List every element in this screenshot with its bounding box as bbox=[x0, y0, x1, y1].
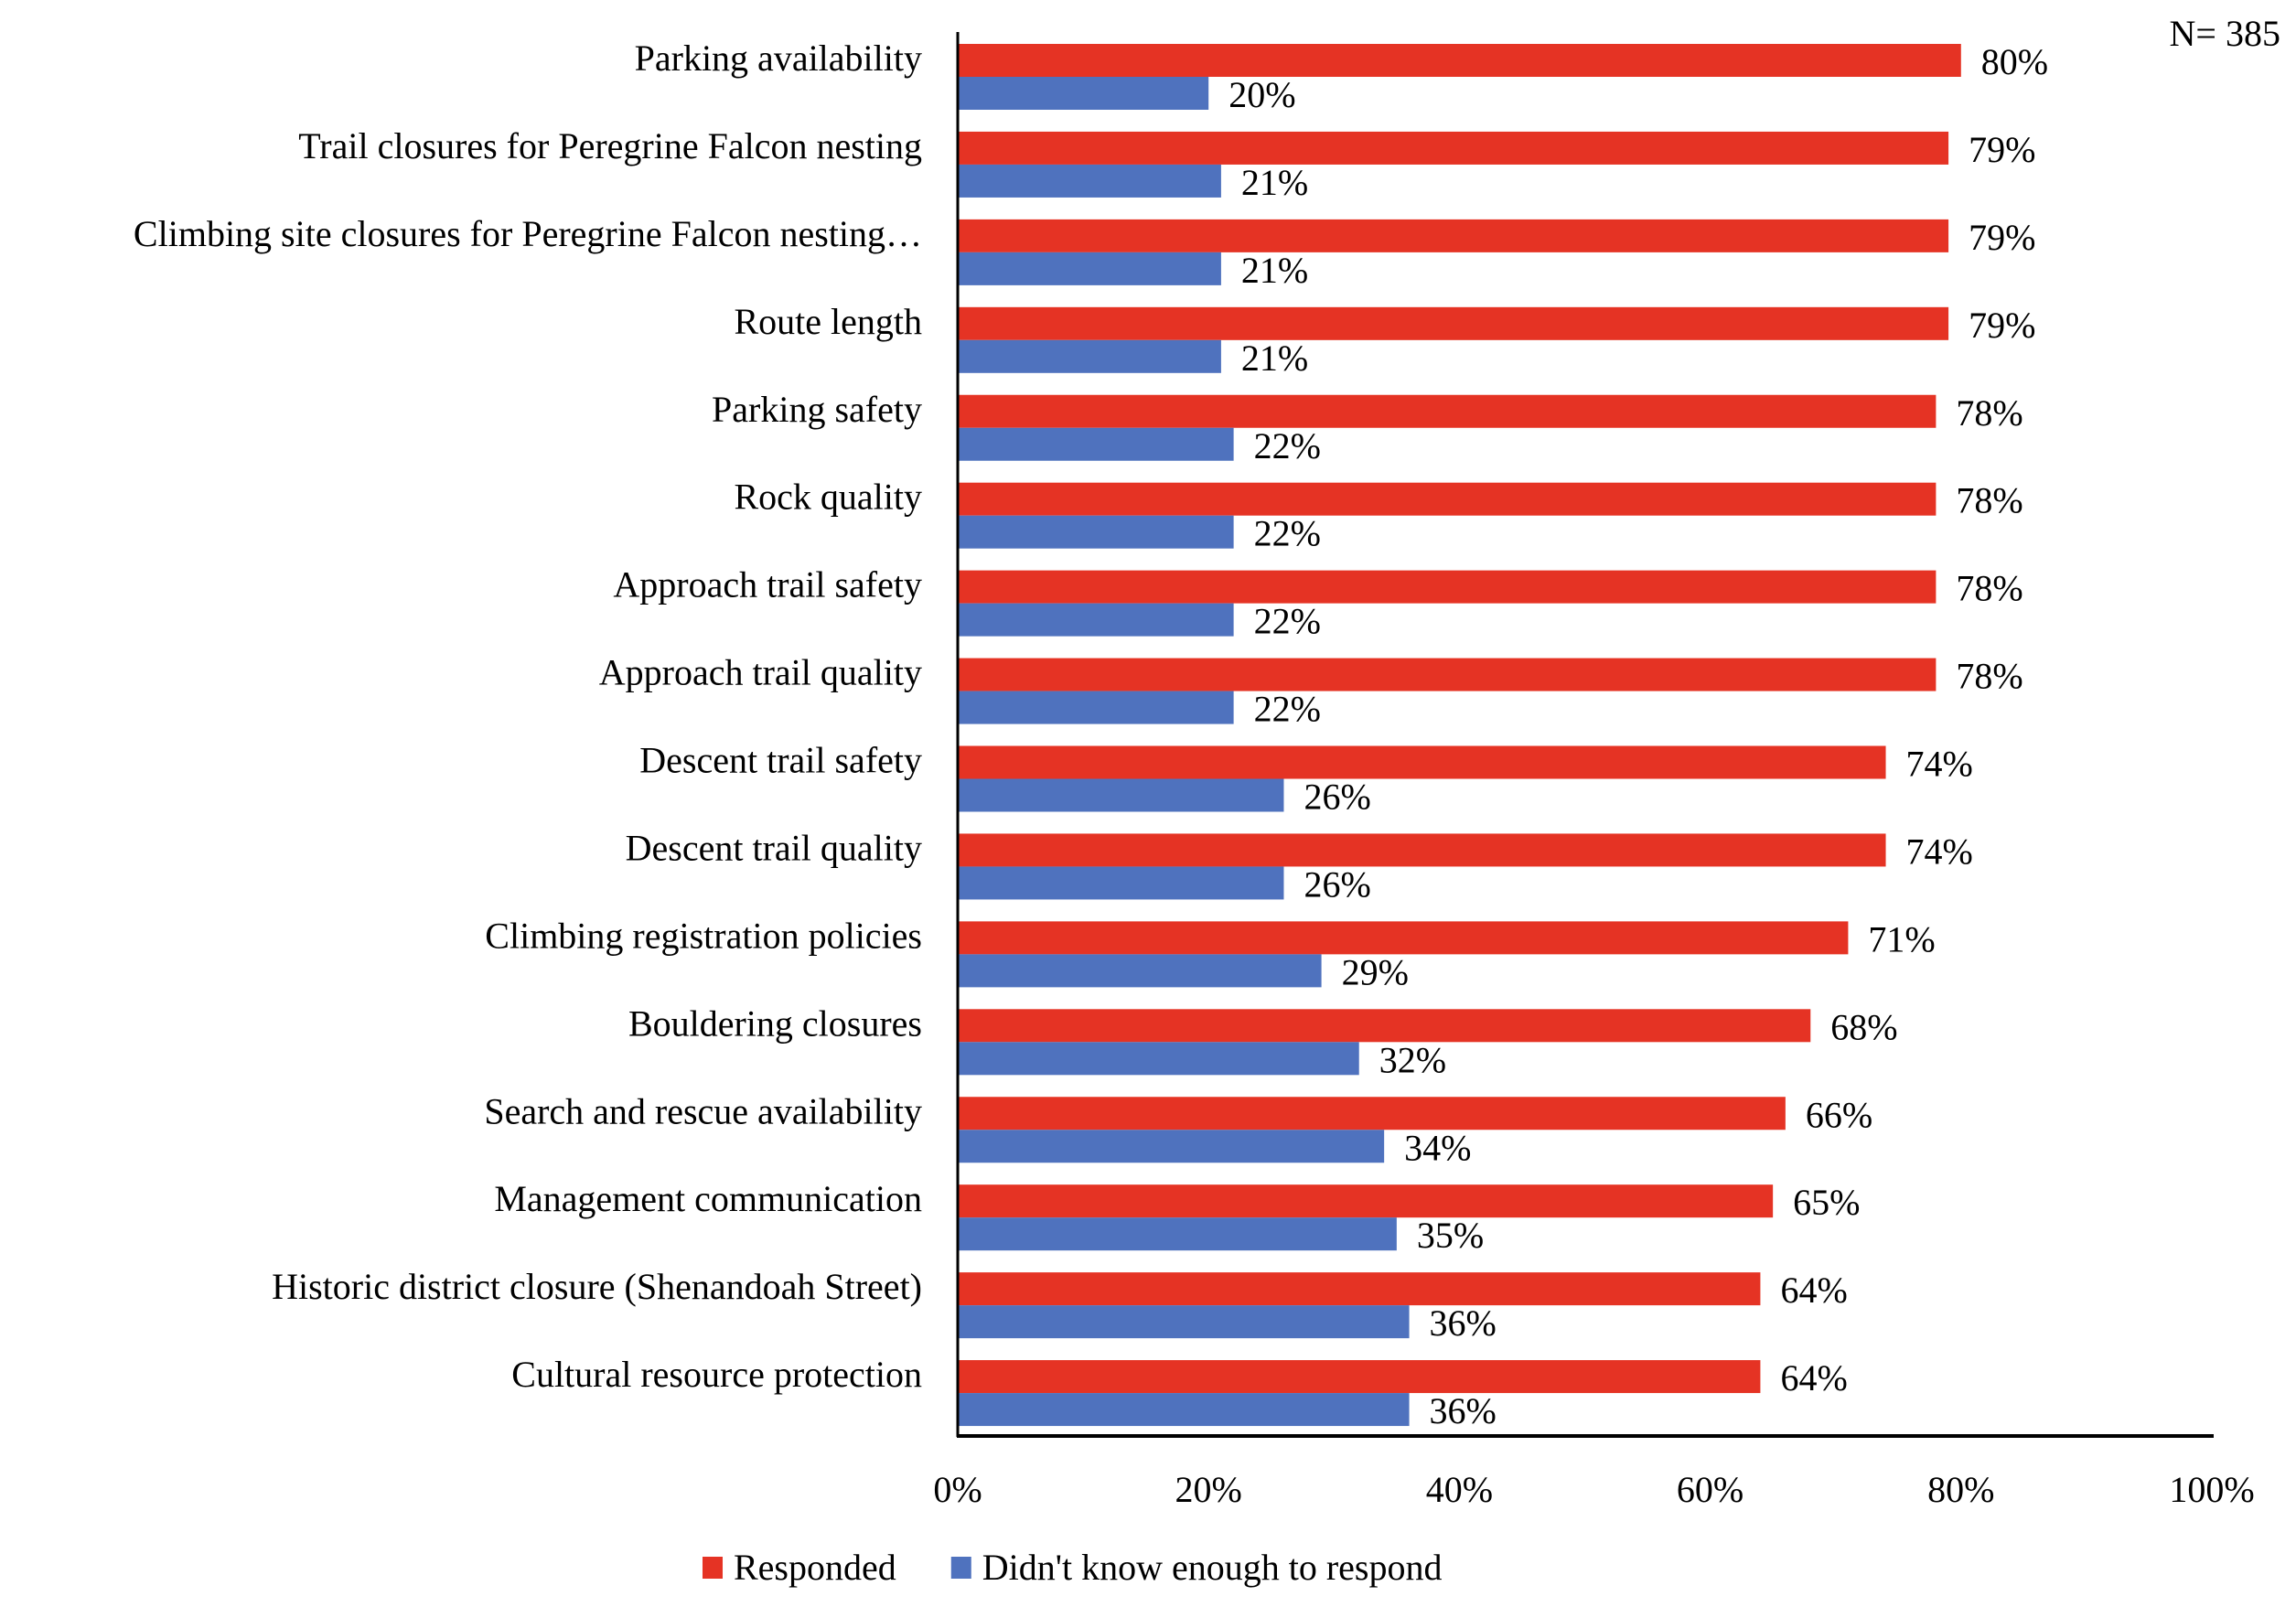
bar-responded bbox=[958, 219, 1949, 252]
bar-didnt-know bbox=[958, 1305, 1410, 1339]
category-label: Management communication bbox=[494, 1178, 922, 1219]
data-label: 64% bbox=[1780, 1270, 1847, 1311]
bar-responded bbox=[958, 1360, 1761, 1394]
bar-didnt-know bbox=[958, 691, 1234, 724]
data-label: 66% bbox=[1806, 1094, 1872, 1135]
data-label: 35% bbox=[1417, 1215, 1484, 1256]
legend: Responded Didn't know enough to respond bbox=[703, 1547, 1442, 1588]
data-label: 74% bbox=[1906, 744, 1973, 785]
data-label: 78% bbox=[1956, 480, 2022, 521]
data-label: 21% bbox=[1241, 162, 1308, 203]
data-label: 68% bbox=[1830, 1006, 1897, 1047]
legend-swatch bbox=[703, 1557, 723, 1579]
legend-swatch bbox=[950, 1557, 971, 1579]
sample-size-annotation: N= 385 bbox=[2170, 13, 2280, 54]
bar-didnt-know bbox=[958, 866, 1284, 900]
category-label: Approach trail quality bbox=[599, 652, 922, 693]
bar-didnt-know bbox=[958, 603, 1234, 637]
category-label: Search and rescue availability bbox=[484, 1090, 922, 1131]
x-tick-label: 80% bbox=[1927, 1469, 1994, 1510]
bar-didnt-know bbox=[958, 954, 1322, 988]
data-label: 22% bbox=[1254, 513, 1321, 554]
data-label: 80% bbox=[1981, 41, 2048, 82]
data-label: 20% bbox=[1228, 74, 1295, 115]
data-label: 26% bbox=[1304, 777, 1370, 818]
category-label: Bouldering closures bbox=[628, 1002, 922, 1044]
legend-label: Didn't know enough to respond bbox=[982, 1547, 1443, 1588]
bar-responded bbox=[958, 44, 1961, 77]
category-label: Climbing registration policies bbox=[485, 915, 922, 956]
data-label: 21% bbox=[1241, 338, 1308, 379]
data-label: 32% bbox=[1379, 1039, 1446, 1080]
category-label: Parking availability bbox=[635, 38, 922, 79]
category-label: Descent trail safety bbox=[639, 740, 922, 781]
bar-responded bbox=[958, 1272, 1761, 1306]
x-tick-label: 20% bbox=[1175, 1469, 1242, 1510]
bar-didnt-know bbox=[958, 164, 1221, 198]
data-label: 74% bbox=[1906, 830, 1973, 872]
bar-responded bbox=[958, 482, 1937, 516]
category-label: Approach trail safety bbox=[613, 564, 922, 605]
bar-didnt-know bbox=[958, 1217, 1397, 1251]
data-label: 21% bbox=[1241, 250, 1308, 291]
data-label: 79% bbox=[1969, 217, 2035, 258]
bar-didnt-know bbox=[958, 778, 1284, 812]
bar-responded bbox=[958, 1009, 1811, 1043]
bar-didnt-know bbox=[958, 1393, 1410, 1427]
data-label: 22% bbox=[1254, 689, 1321, 730]
data-label: 78% bbox=[1956, 568, 2022, 609]
data-label: 29% bbox=[1342, 951, 1409, 992]
x-tick-label: 40% bbox=[1426, 1469, 1493, 1510]
bar-responded bbox=[958, 394, 1937, 428]
bar-responded bbox=[958, 1097, 1786, 1130]
data-label: 22% bbox=[1254, 601, 1321, 642]
bars-group: Parking availability 80% 20% Trail closures… bbox=[134, 38, 2048, 1431]
category-label: Trail closures for Peregrine Falcon nest… bbox=[298, 125, 922, 166]
bar-didnt-know bbox=[958, 515, 1234, 549]
bar-didnt-know bbox=[958, 1130, 1385, 1163]
data-label: 64% bbox=[1780, 1357, 1847, 1398]
category-label: Climbing site closures for Peregrine Fal… bbox=[134, 213, 922, 254]
bar-responded bbox=[958, 570, 1937, 604]
category-label: Historic district closure (Shenandoah St… bbox=[272, 1266, 922, 1307]
category-label: Cultural resource protection bbox=[511, 1354, 922, 1395]
data-label: 26% bbox=[1304, 863, 1370, 905]
bar-responded bbox=[958, 921, 1849, 955]
bar-responded bbox=[958, 131, 1949, 165]
category-label: Parking safety bbox=[712, 389, 922, 430]
bar-responded bbox=[958, 833, 1886, 867]
data-label: 79% bbox=[1969, 305, 2035, 346]
bar-didnt-know bbox=[958, 77, 1209, 110]
data-label: 22% bbox=[1254, 425, 1321, 466]
legend-label: Responded bbox=[734, 1547, 896, 1588]
category-label: Route length bbox=[734, 301, 922, 342]
x-tick-label: 60% bbox=[1677, 1469, 1743, 1510]
data-label: 79% bbox=[1969, 129, 2035, 170]
category-label: Rock quality bbox=[734, 477, 922, 518]
bar-didnt-know bbox=[958, 427, 1234, 461]
bar-didnt-know bbox=[958, 252, 1221, 285]
bar-didnt-know bbox=[958, 339, 1221, 373]
data-label: 71% bbox=[1868, 918, 1935, 959]
category-label: Descent trail quality bbox=[626, 827, 922, 868]
bar-didnt-know bbox=[958, 1042, 1359, 1076]
bar-responded bbox=[958, 745, 1886, 779]
data-label: 78% bbox=[1956, 656, 2022, 697]
bar-responded bbox=[958, 306, 1949, 340]
x-tick-label: 0% bbox=[933, 1469, 982, 1510]
x-tick-labels: 0% 20% 40% 60% 80% 100% bbox=[933, 1469, 2254, 1510]
data-label: 65% bbox=[1793, 1182, 1860, 1223]
bar-responded bbox=[958, 658, 1937, 691]
bar-responded bbox=[958, 1184, 1774, 1218]
data-label: 34% bbox=[1404, 1127, 1471, 1168]
data-label: 36% bbox=[1430, 1302, 1497, 1344]
x-tick-label: 100% bbox=[2169, 1469, 2254, 1510]
data-label: 36% bbox=[1430, 1390, 1497, 1431]
data-label: 78% bbox=[1956, 392, 2022, 434]
